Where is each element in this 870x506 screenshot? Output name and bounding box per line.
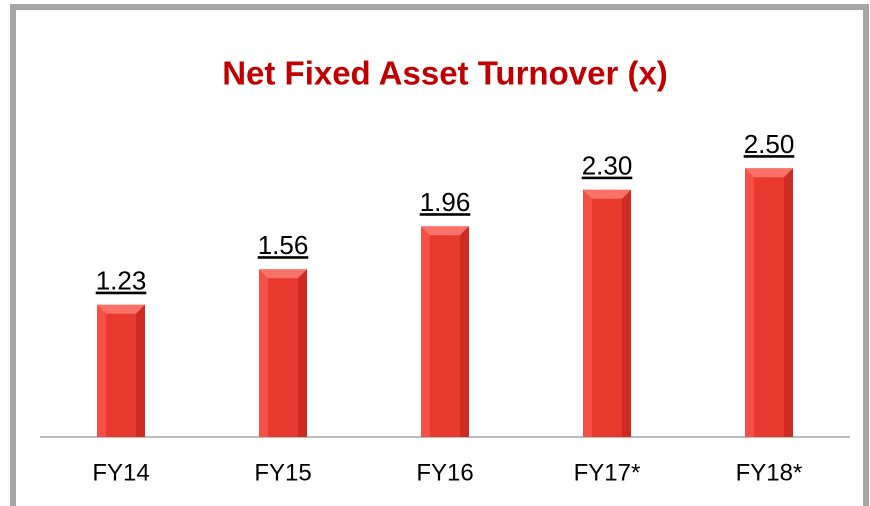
x-tick-label: FY14 xyxy=(92,459,149,486)
bar-top-bevel xyxy=(97,304,145,314)
data-label: 1.96 xyxy=(420,187,471,217)
x-tick-label: FY15 xyxy=(254,459,311,486)
bar-left-shade xyxy=(745,168,754,437)
bar-top-bevel xyxy=(745,168,793,178)
bar-left-shade xyxy=(97,304,106,437)
data-label: 1.23 xyxy=(96,266,147,296)
bar-side-shade xyxy=(136,304,145,437)
bar-side-shade xyxy=(784,168,793,437)
bar-side-shade xyxy=(298,269,307,437)
data-label: 2.30 xyxy=(582,151,633,181)
bar-top-bevel xyxy=(259,269,307,279)
bar-top-bevel xyxy=(421,226,469,236)
x-tick-label: FY18* xyxy=(736,459,803,486)
bar-top-bevel xyxy=(583,189,631,199)
data-label: 2.50 xyxy=(744,129,795,159)
bar-left-shade xyxy=(259,269,268,437)
data-label: 1.56 xyxy=(258,230,309,260)
x-tick-label: FY16 xyxy=(416,459,473,486)
bar-left-shade xyxy=(421,226,430,437)
frame xyxy=(10,4,869,506)
chart-title: Net Fixed Asset Turnover (x) xyxy=(222,55,668,92)
bar-side-shade xyxy=(460,226,469,437)
bar-side-shade xyxy=(622,189,631,437)
x-tick-label: FY17* xyxy=(574,459,641,486)
bar-left-shade xyxy=(583,189,592,437)
